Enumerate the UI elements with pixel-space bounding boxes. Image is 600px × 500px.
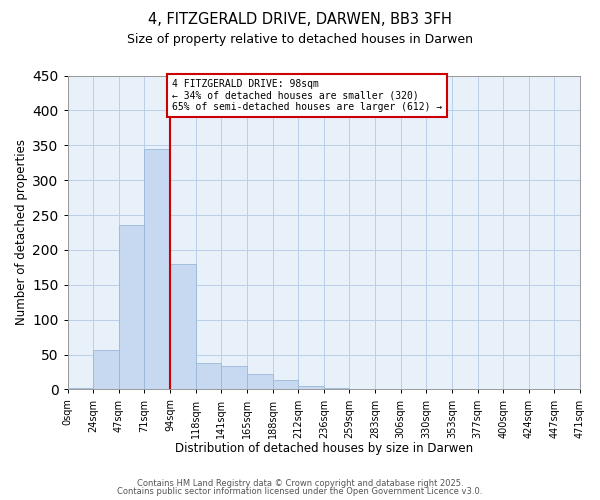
X-axis label: Distribution of detached houses by size in Darwen: Distribution of detached houses by size … xyxy=(175,442,473,455)
Bar xyxy=(298,386,324,390)
Text: 4, FITZGERALD DRIVE, DARWEN, BB3 3FH: 4, FITZGERALD DRIVE, DARWEN, BB3 3FH xyxy=(148,12,452,28)
Text: Size of property relative to detached houses in Darwen: Size of property relative to detached ho… xyxy=(127,32,473,46)
Bar xyxy=(247,374,272,390)
Text: Contains public sector information licensed under the Open Government Licence v3: Contains public sector information licen… xyxy=(118,487,482,496)
Bar xyxy=(119,226,145,390)
Bar xyxy=(221,366,247,390)
Text: 4 FITZGERALD DRIVE: 98sqm
← 34% of detached houses are smaller (320)
65% of semi: 4 FITZGERALD DRIVE: 98sqm ← 34% of detac… xyxy=(172,79,442,112)
Bar xyxy=(93,350,119,390)
Bar xyxy=(68,388,93,390)
Bar xyxy=(272,380,298,390)
Bar xyxy=(170,264,196,390)
Y-axis label: Number of detached properties: Number of detached properties xyxy=(15,140,28,326)
Text: Contains HM Land Registry data © Crown copyright and database right 2025.: Contains HM Land Registry data © Crown c… xyxy=(137,478,463,488)
Bar xyxy=(196,363,221,390)
Bar xyxy=(145,149,170,390)
Bar xyxy=(324,388,349,390)
